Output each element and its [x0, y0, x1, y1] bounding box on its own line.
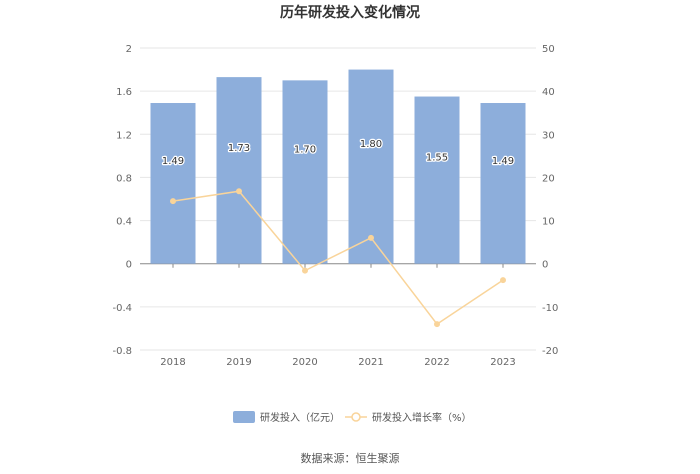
bar: [150, 103, 196, 264]
bar-value-label: 1.73: [228, 143, 250, 154]
legend-bar-label: 研发投入（亿元）: [260, 411, 340, 424]
y-left-tick-label: 1.2: [116, 130, 132, 141]
bar: [414, 96, 460, 264]
y-left-tick-label: -0.8: [112, 346, 132, 357]
legend-bar-swatch: [233, 411, 255, 423]
y-right-tick-label: 50: [542, 44, 555, 55]
growth-line: [172, 190, 504, 326]
y-left-tick-label: 0: [126, 260, 132, 271]
bar: [348, 69, 394, 264]
legend-line-label: 研发投入增长率（%）: [372, 411, 472, 424]
x-tick-label: 2018: [160, 357, 185, 368]
x-tick-label: 2022: [424, 357, 449, 368]
x-tick-label: 2021: [358, 357, 383, 368]
x-tick-label: 2019: [226, 357, 251, 368]
y-left-tick-label: -0.4: [112, 303, 132, 314]
growth-point: [500, 277, 506, 284]
bar: [282, 80, 328, 264]
growth-point: [434, 321, 440, 328]
growth-point: [302, 267, 308, 274]
growth-point: [170, 198, 176, 205]
bar-value-label: 1.49: [492, 156, 514, 167]
data-source: 数据来源：恒生聚源: [300, 452, 400, 465]
y-right-tick-label: 20: [542, 173, 555, 184]
y-right-tick-label: 30: [542, 130, 555, 141]
x-tick-label: 2020: [292, 357, 317, 368]
y-right-tick-label: -20: [542, 346, 558, 357]
bar-value-label: 1.80: [360, 139, 382, 150]
legend-line-marker: [351, 412, 361, 422]
y-right-tick-label: 10: [542, 217, 555, 228]
x-tick-label: 2023: [490, 357, 515, 368]
y-left-tick-label: 0.4: [116, 217, 132, 228]
y-left-tick-label: 1.6: [116, 87, 132, 98]
bar-value-label: 1.70: [294, 145, 316, 156]
y-left-tick-label: 2: [126, 44, 132, 55]
bar-value-label: 1.49: [162, 156, 184, 167]
y-right-tick-label: 0: [542, 260, 548, 271]
y-left-tick-label: 0.8: [116, 173, 132, 184]
bar: [480, 103, 526, 264]
chart-title: 历年研发投入变化情况: [280, 5, 420, 21]
growth-point: [368, 234, 374, 241]
bar-value-label: 1.55: [426, 153, 448, 164]
y-right-tick-label: -10: [542, 303, 558, 314]
y-right-tick-label: 40: [542, 87, 555, 98]
bar: [216, 77, 262, 264]
growth-point: [236, 188, 242, 195]
